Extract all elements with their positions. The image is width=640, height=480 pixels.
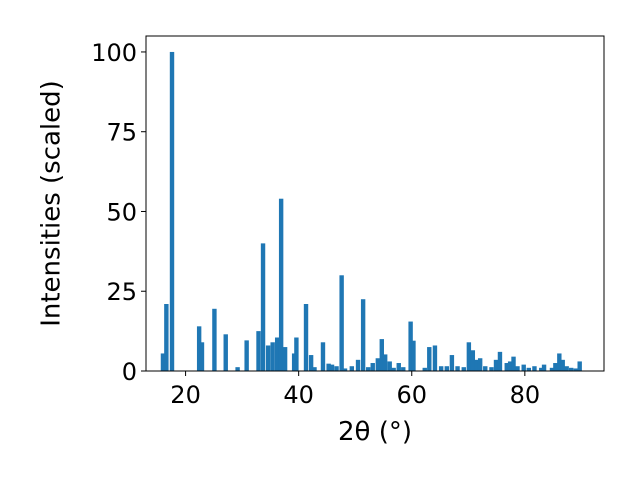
x-tick-label: 40: [283, 381, 314, 409]
bar: [539, 367, 544, 371]
bar: [260, 243, 266, 371]
bar: [466, 342, 472, 371]
bar: [427, 347, 432, 371]
y-axis-label: Intensities (scaled): [37, 80, 67, 327]
bar: [329, 364, 335, 371]
x-tick-label: 20: [170, 381, 201, 409]
bar: [379, 339, 384, 371]
bar: [560, 359, 565, 371]
bar: [382, 354, 388, 371]
bar: [370, 363, 375, 371]
bar: [511, 356, 516, 371]
bar: [256, 331, 261, 371]
bar: [461, 367, 466, 371]
bar: [303, 304, 309, 371]
bar: [270, 342, 275, 371]
bar: [549, 367, 555, 371]
y-tick-label: 50: [106, 198, 137, 226]
bar: [244, 340, 249, 371]
bar: [355, 359, 361, 371]
bar: [282, 347, 288, 371]
bar: [489, 367, 494, 371]
x-tick-label: 60: [396, 381, 427, 409]
bar: [515, 366, 520, 371]
y-tick-label: 75: [106, 119, 137, 147]
bar: [557, 353, 562, 371]
y-tick-label: 25: [106, 278, 137, 306]
plot-frame: [145, 35, 605, 372]
bar: [294, 337, 299, 371]
bar: [274, 337, 280, 371]
bar: [438, 366, 444, 371]
y-tick-label: 100: [91, 39, 137, 67]
bar: [278, 198, 284, 371]
bar: [320, 342, 326, 371]
bar: [504, 363, 509, 371]
bar: [474, 359, 479, 371]
bar: [470, 350, 476, 371]
bar: [366, 367, 371, 371]
bar: [455, 366, 460, 371]
bar: [396, 363, 401, 371]
bar: [342, 368, 348, 371]
bar: [569, 367, 574, 371]
bar: [526, 367, 531, 371]
x-tick-label: 80: [510, 381, 541, 409]
bar: [291, 353, 297, 371]
bar: [391, 367, 396, 371]
bar: [577, 361, 582, 371]
y-tick-label: 0: [122, 358, 137, 386]
bar: [223, 334, 228, 371]
bar: [521, 364, 526, 371]
y-axis-ticks: 0 25 50 75 100: [91, 39, 146, 386]
bar: [553, 363, 558, 371]
bar: [199, 342, 205, 371]
bar: [326, 363, 331, 371]
bar: [349, 366, 355, 371]
bar: [308, 355, 314, 371]
bar: [265, 345, 271, 371]
bar: [573, 368, 578, 371]
bar: [444, 366, 450, 371]
bar: [432, 345, 438, 371]
bar: [169, 51, 175, 371]
bar: [408, 321, 413, 371]
bar: [339, 275, 344, 371]
bar: [411, 340, 416, 371]
bar: [564, 366, 569, 371]
x-axis-label: 2θ (°): [338, 417, 412, 447]
bar: [401, 367, 406, 371]
bar: [360, 299, 366, 371]
bar: [212, 308, 217, 371]
bar: [235, 367, 240, 371]
bar: [483, 366, 488, 371]
bar: [449, 355, 455, 371]
bar: [422, 367, 427, 371]
bar: [196, 326, 202, 371]
bars-group: [160, 51, 582, 371]
bar: [334, 366, 339, 371]
bar: [387, 361, 392, 371]
bar: [541, 364, 547, 371]
bar: [477, 358, 483, 371]
bar: [497, 351, 503, 371]
bar: [532, 366, 537, 371]
bar: [160, 353, 166, 371]
bar: [493, 359, 499, 371]
bar: [375, 358, 381, 371]
bar: [507, 361, 513, 371]
bar: [164, 304, 169, 371]
bar: [312, 367, 317, 371]
x-axis-ticks: 20 40 60 80: [170, 371, 540, 409]
